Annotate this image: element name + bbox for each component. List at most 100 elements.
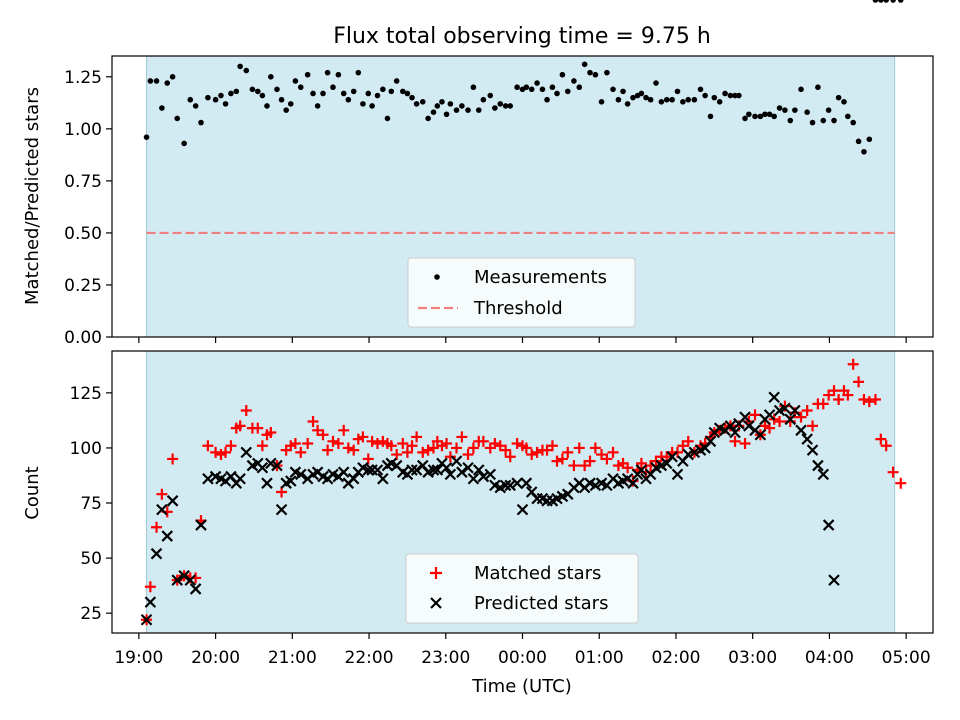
predicted-star-point xyxy=(261,477,273,489)
matched-star-point xyxy=(887,466,899,478)
predicted-star-point xyxy=(161,530,174,542)
measurement-point xyxy=(470,84,477,91)
measurement-point xyxy=(147,78,154,84)
bottom-x-ticks: 19:00 20:00 21:00 22:00 23:00 00:00 01:00 02:00… xyxy=(114,633,931,668)
measurement-point xyxy=(792,107,798,113)
measurement-point xyxy=(685,96,692,103)
matched-star-point xyxy=(256,440,268,452)
predicted-star-point xyxy=(789,404,801,417)
y-tick-label: 125 xyxy=(70,384,102,404)
predicted-star-point xyxy=(440,461,453,474)
measurement-point xyxy=(820,117,827,124)
predicted-star-point xyxy=(240,446,253,459)
measurement-point xyxy=(571,78,577,84)
matched-star-point xyxy=(589,442,601,454)
measurement-point xyxy=(374,92,381,99)
bottom-y-axis-label: Count xyxy=(22,466,43,519)
measurement-point xyxy=(264,103,270,109)
matched-star-point xyxy=(847,358,859,370)
matched-star-point xyxy=(584,455,596,467)
chart-title: Flux total observing time = 9.75 h xyxy=(333,24,711,49)
matched-star-point xyxy=(366,435,378,447)
predicted-star-point xyxy=(347,473,360,485)
matched-star-point xyxy=(551,455,563,467)
predicted-star-point xyxy=(520,477,533,489)
measurement-point xyxy=(355,69,362,76)
measurement-point xyxy=(630,94,636,101)
matched-star-point xyxy=(302,438,314,450)
measurement-point xyxy=(771,113,777,120)
x-tick-label: 04:00 xyxy=(805,648,854,668)
measurement-point xyxy=(497,101,504,107)
predicted-star-point xyxy=(828,574,840,586)
matched-star-point xyxy=(601,453,613,465)
measurement-point xyxy=(787,117,794,124)
matched-star-point xyxy=(265,427,277,439)
top-legend-box xyxy=(407,257,636,328)
measurement-point xyxy=(697,86,704,93)
measurement-point xyxy=(169,74,176,80)
matched-star-point xyxy=(895,477,907,489)
measurement-point xyxy=(702,92,708,99)
measurement-point xyxy=(324,69,331,76)
matched-star-point xyxy=(504,451,516,463)
x-tick-label: 01:00 xyxy=(575,648,624,668)
matched-star-point xyxy=(422,444,434,456)
matched-star-point xyxy=(853,376,865,388)
y-tick-label: 0.75 xyxy=(64,172,102,192)
predicted-star-point xyxy=(504,479,517,492)
measurement-point xyxy=(419,98,426,105)
bottom-legend: Matched stars Predicted stars xyxy=(405,553,639,624)
measurement-point xyxy=(610,86,616,93)
predicted-star-point xyxy=(427,464,440,476)
predicted-star-point xyxy=(806,444,819,456)
measurement-point xyxy=(815,84,821,91)
matched-star-point xyxy=(562,446,574,458)
measurement-point xyxy=(487,92,494,99)
matched-star-point xyxy=(833,393,845,405)
predicted-star-point xyxy=(195,519,207,531)
measurement-point xyxy=(831,117,837,124)
predicted-star-point xyxy=(171,574,183,586)
predicted-star-point xyxy=(817,468,830,481)
predicted-star-point xyxy=(144,596,157,608)
measurement-point xyxy=(514,84,520,91)
measurement-point xyxy=(782,107,788,113)
predicted-star-point xyxy=(477,470,490,483)
measurement-point xyxy=(663,96,670,103)
measurement-point xyxy=(581,61,588,68)
matched-star-point xyxy=(828,385,840,397)
measurement-point xyxy=(742,115,748,122)
predicted-star-point xyxy=(724,420,737,432)
measurement-point xyxy=(809,119,816,126)
measurement-point xyxy=(430,109,437,115)
measurement-point xyxy=(205,94,211,101)
measurement-point xyxy=(576,84,583,91)
predicted-star-point xyxy=(516,503,529,516)
measurement-point xyxy=(413,101,420,107)
matched-star-point xyxy=(348,444,360,456)
matched-star-point xyxy=(417,446,429,458)
measurement-point xyxy=(434,103,441,109)
matched-star-point xyxy=(240,404,252,416)
matched-star-point xyxy=(801,404,813,416)
matched-star-point xyxy=(451,442,463,454)
measurement-point xyxy=(459,103,465,109)
predicted-star-point xyxy=(812,459,824,472)
measurement-point xyxy=(268,74,274,80)
predicted-star-point xyxy=(444,468,457,481)
measurement-point xyxy=(164,80,171,86)
bottom-y-ticks: 25 50 75 100 125 xyxy=(70,384,112,624)
measurement-point xyxy=(304,71,311,78)
matched-star-point xyxy=(401,446,413,458)
predicted-star-point xyxy=(768,391,780,404)
measurement-point xyxy=(878,0,884,3)
matched-star-point xyxy=(234,420,246,432)
matched-star-point xyxy=(875,433,887,445)
measurement-point xyxy=(727,92,734,99)
measurement-point xyxy=(523,84,530,91)
matched-star-point xyxy=(391,449,403,461)
measurement-point xyxy=(825,107,832,113)
matched-star-point xyxy=(568,460,580,472)
matched-star-point xyxy=(317,429,329,441)
